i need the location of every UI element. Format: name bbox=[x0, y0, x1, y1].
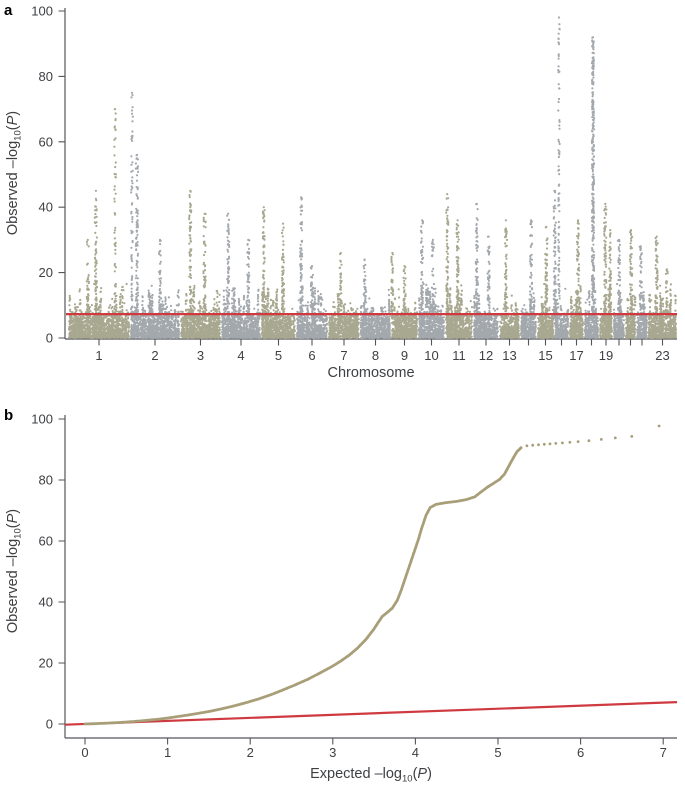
x-ticks-a bbox=[98, 339, 664, 346]
y-tick-label-a: 0 bbox=[46, 331, 53, 346]
x-tick-label-chr23: 23 bbox=[655, 348, 669, 363]
x-tick-label-chr11: 11 bbox=[452, 348, 466, 363]
qq-curve-points bbox=[83, 424, 661, 726]
y-ticks-b bbox=[58, 418, 65, 725]
chromosome-9-points bbox=[390, 251, 419, 340]
x-tick-label-chr17: 17 bbox=[569, 348, 583, 363]
x-axis-label-b-sub: 10 bbox=[402, 774, 413, 785]
y-axis-label-a-close: ) bbox=[5, 111, 21, 116]
x-tick-label-chr15: 15 bbox=[538, 348, 552, 363]
x-tick-label-chr4: 4 bbox=[237, 348, 244, 363]
chromosome-7-points bbox=[327, 251, 360, 340]
chromosome-17-points bbox=[569, 219, 584, 340]
x-axis-label-b-close: ) bbox=[427, 766, 432, 782]
chromosome-6-points bbox=[296, 196, 329, 340]
axis-spines-a bbox=[64, 8, 677, 340]
chromosome-5-points bbox=[260, 206, 296, 340]
chromosome-12-points bbox=[472, 202, 499, 340]
x-tick-label-chr10: 10 bbox=[424, 348, 438, 363]
x-tick-label-chr12: 12 bbox=[479, 348, 493, 363]
y-axis-label-a-var: P bbox=[5, 115, 21, 125]
y-tick-label-a: 80 bbox=[39, 69, 53, 84]
x-tick-label-chr7: 7 bbox=[340, 348, 347, 363]
chromosome-1-points bbox=[67, 108, 131, 340]
chromosome-2-points bbox=[129, 91, 181, 340]
chromosome-11-points bbox=[445, 193, 474, 340]
x-tick-label-b: 4 bbox=[412, 745, 419, 760]
chromosome-3-points bbox=[179, 189, 222, 340]
x-tick-label-b: 3 bbox=[329, 745, 336, 760]
y-tick-label-a: 20 bbox=[39, 265, 53, 280]
chromosome-18-points bbox=[583, 36, 600, 339]
y-axis-label-a-open: ( bbox=[5, 125, 21, 130]
chromosome-14-points bbox=[520, 219, 537, 339]
chromosome-23-points bbox=[647, 235, 677, 340]
x-tick-label-b: 7 bbox=[660, 745, 667, 760]
chromosome-8-points bbox=[359, 258, 392, 340]
y-axis-label-b-var: P bbox=[5, 513, 21, 523]
y-axis-label-b-text: Observed –log bbox=[5, 539, 21, 633]
x-tick-label-chr9: 9 bbox=[401, 348, 408, 363]
axis-spines-b bbox=[64, 415, 677, 739]
x-axis-label-b-open: ( bbox=[413, 766, 418, 782]
chromosome-20-points bbox=[612, 238, 625, 339]
manhattan-points bbox=[67, 16, 677, 340]
y-axis-label-b-open: ( bbox=[5, 523, 21, 528]
y-tick-label-b: 20 bbox=[39, 656, 53, 671]
y-tick-label-b: 0 bbox=[46, 717, 53, 732]
x-axis-label-b-text: Expected –log bbox=[310, 766, 402, 782]
x-axis-label-b: Expected –log10(P) bbox=[310, 766, 432, 785]
chromosome-13-points bbox=[498, 219, 521, 340]
x-axis-label-b-var: P bbox=[417, 766, 427, 782]
y-ticks-a bbox=[58, 10, 65, 339]
chromosome-4-points bbox=[220, 212, 262, 340]
y-tick-label-b: 40 bbox=[39, 595, 53, 610]
qq-points bbox=[83, 424, 661, 726]
x-tick-label-b: 0 bbox=[81, 745, 88, 760]
y-tick-label-a: 60 bbox=[39, 134, 53, 149]
chromosome-15-points bbox=[537, 225, 555, 340]
chromosome-10-points bbox=[417, 219, 445, 340]
y-axis-label-a: Observed –log10(P) bbox=[5, 111, 24, 235]
x-tick-label-chr19: 19 bbox=[599, 348, 613, 363]
x-tick-label-b: 6 bbox=[577, 745, 584, 760]
x-tick-label-chr8: 8 bbox=[372, 348, 379, 363]
y-axis-label-a-text: Observed –log bbox=[5, 141, 21, 235]
x-tick-label-chr3: 3 bbox=[197, 348, 204, 363]
y-tick-label-b: 100 bbox=[31, 412, 53, 427]
identity-line bbox=[64, 701, 678, 726]
x-tick-label-chr5: 5 bbox=[275, 348, 282, 363]
qq-axes: 0 20 40 60 80 100 0 1 2 3 4 5 6 7 bbox=[31, 412, 677, 760]
x-tick-label-b: 2 bbox=[247, 745, 254, 760]
panel-b-label: b bbox=[4, 407, 13, 424]
chromosome-19-points bbox=[599, 202, 613, 340]
y-tick-label-a: 100 bbox=[31, 4, 53, 19]
x-tick-label-chr6: 6 bbox=[308, 348, 315, 363]
identity-line-group bbox=[64, 701, 678, 726]
y-tick-label-b: 60 bbox=[39, 534, 53, 549]
chromosome-21-points bbox=[624, 229, 637, 340]
x-tick-label-b: 1 bbox=[164, 745, 171, 760]
x-tick-label-chr13: 13 bbox=[502, 348, 516, 363]
y-axis-label-b: Observed –log10(P) bbox=[5, 509, 24, 633]
x-tick-label-chr1: 1 bbox=[95, 348, 102, 363]
x-ticks-b bbox=[84, 738, 664, 745]
y-axis-label-b-close: ) bbox=[5, 509, 21, 514]
y-tick-label-b: 80 bbox=[39, 473, 53, 488]
chromosome-16-points bbox=[552, 16, 570, 340]
x-axis-label-a: Chromosome bbox=[327, 365, 414, 381]
x-tick-label-b: 5 bbox=[494, 745, 501, 760]
x-tick-label-chr2: 2 bbox=[151, 348, 158, 363]
panel-a-label: a bbox=[4, 2, 13, 19]
y-axis-label-a-sub: 10 bbox=[13, 130, 24, 141]
y-tick-label-a: 40 bbox=[39, 200, 53, 215]
y-axis-label-b-sub: 10 bbox=[13, 528, 24, 539]
chromosome-22-points bbox=[635, 245, 648, 340]
